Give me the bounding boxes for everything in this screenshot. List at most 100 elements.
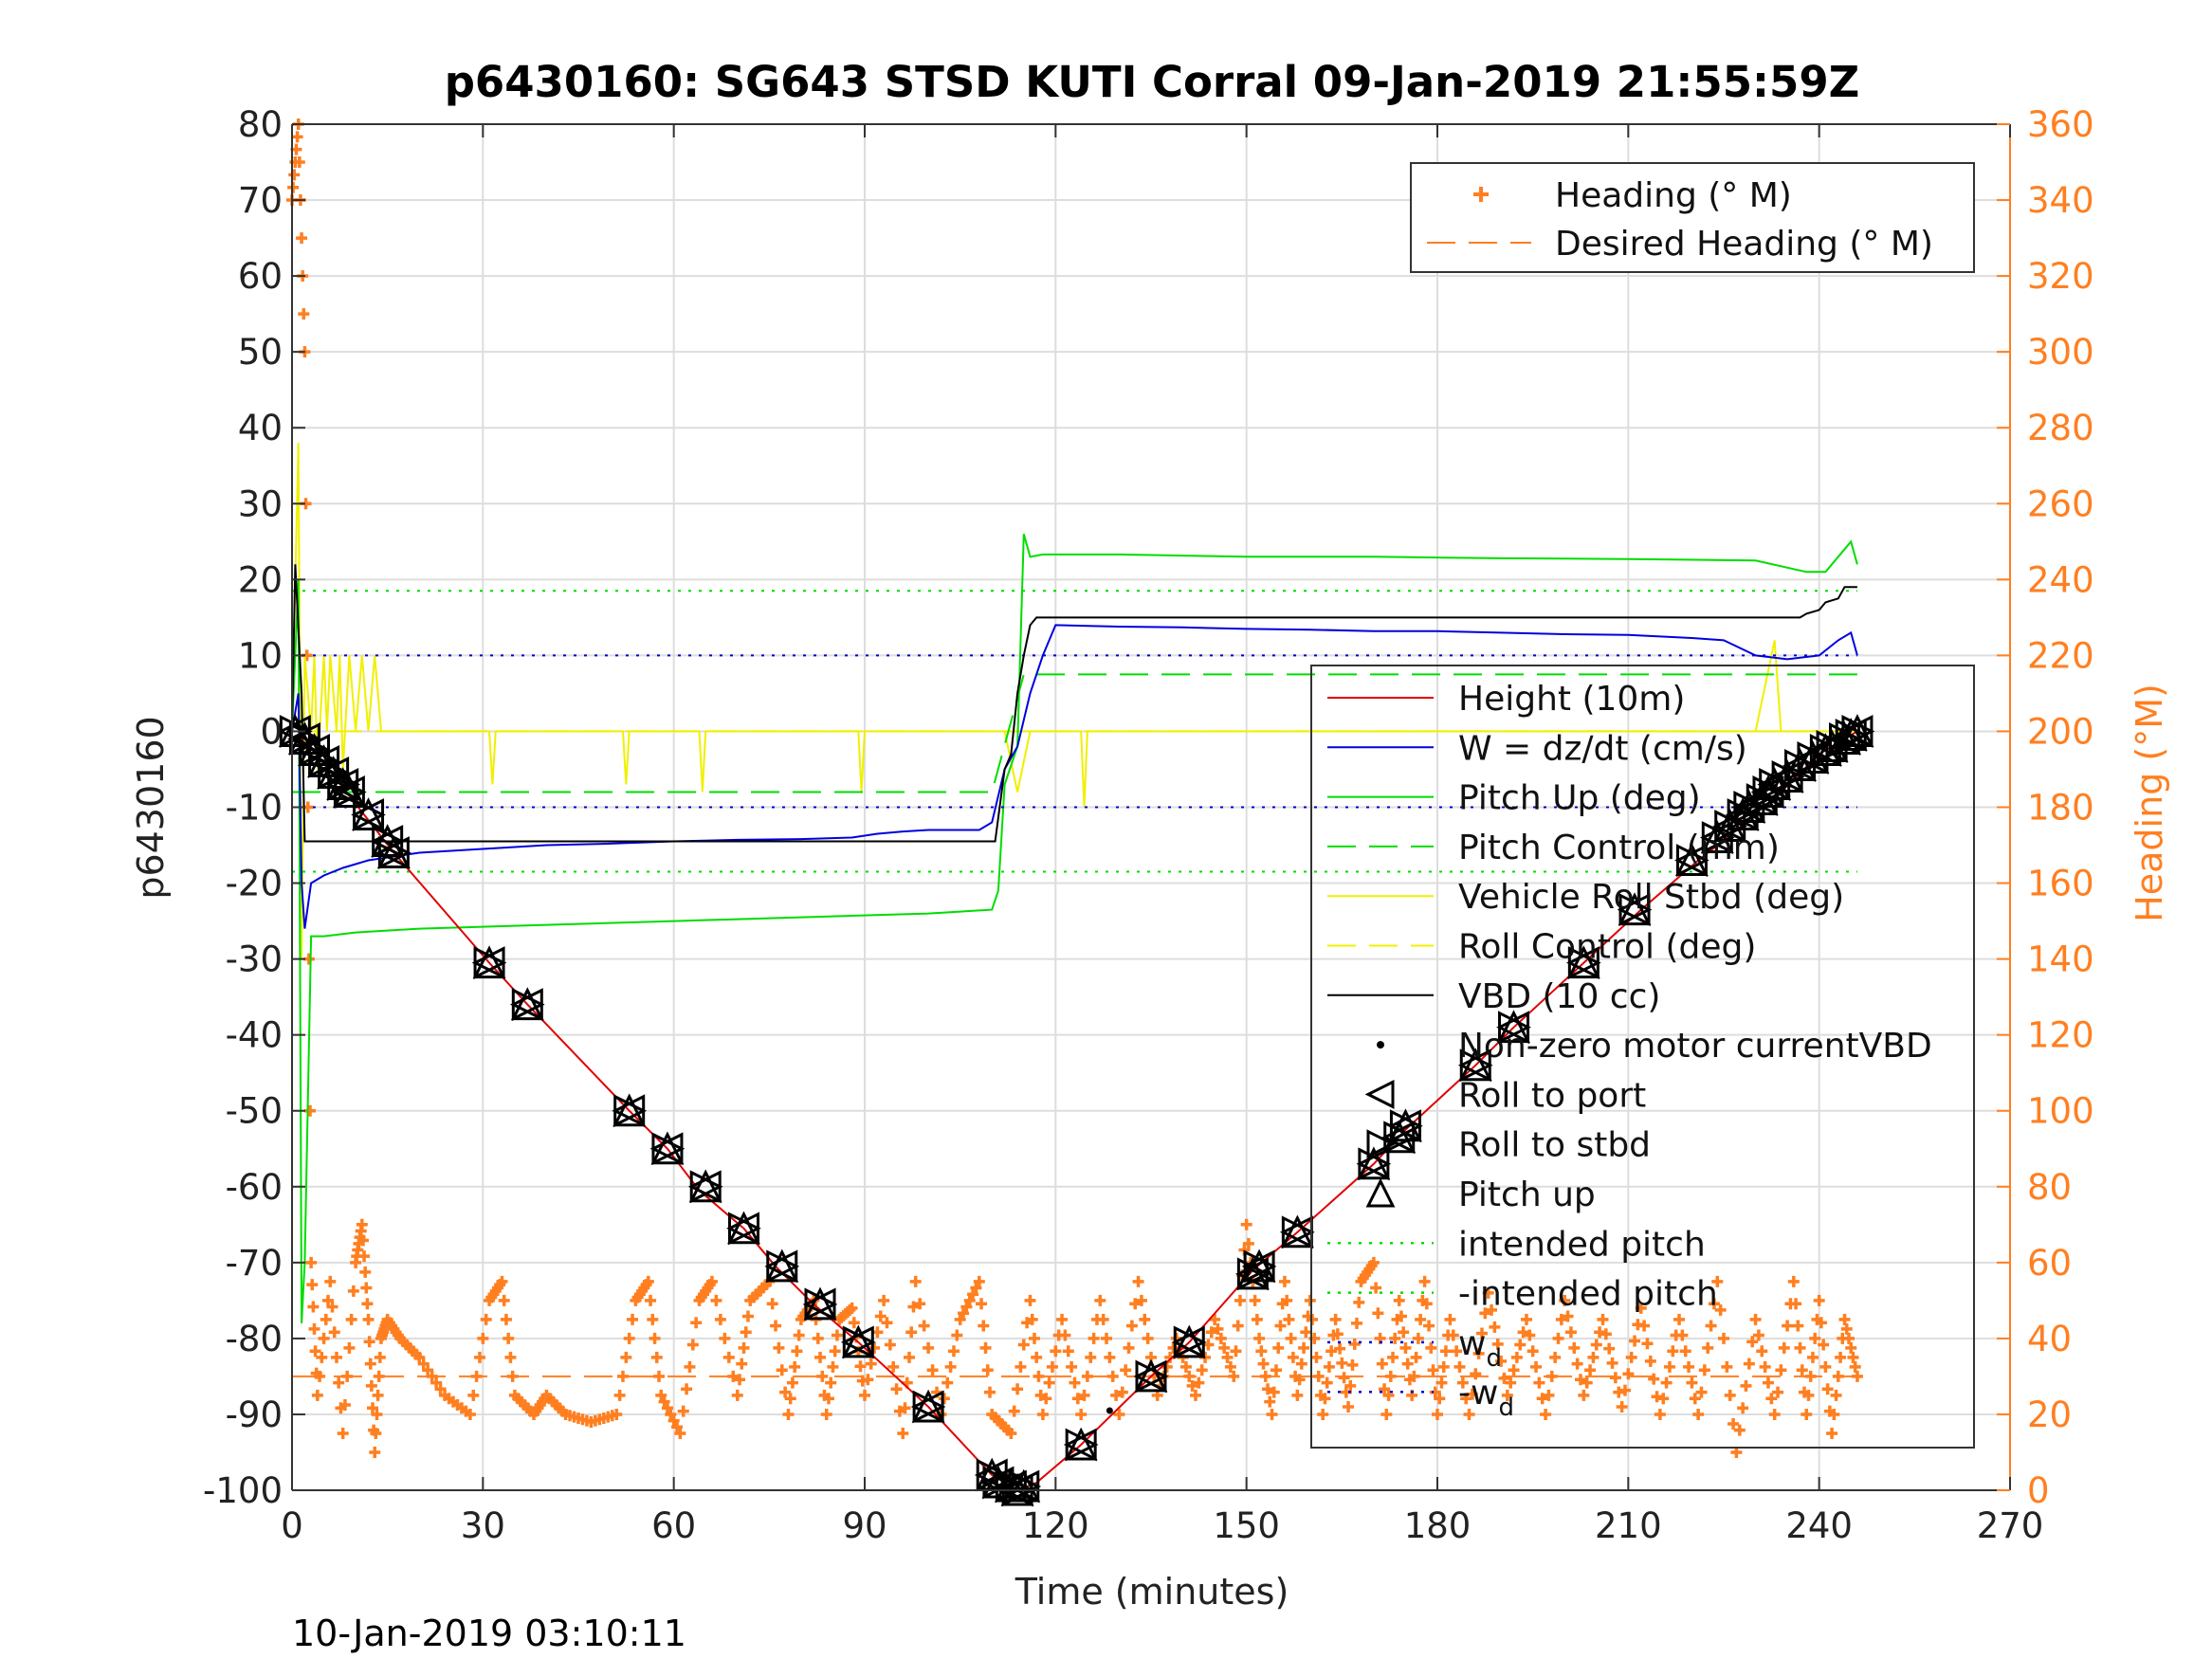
y-tick-label: 20 xyxy=(238,559,283,600)
heading-point xyxy=(308,1322,320,1335)
heading-point xyxy=(623,1332,635,1344)
heading-point xyxy=(714,1313,726,1325)
heading-point xyxy=(1353,1296,1365,1308)
heading-point xyxy=(1463,1408,1475,1420)
heading-point xyxy=(1050,1345,1062,1358)
heading-point xyxy=(1139,1313,1151,1325)
heading-point xyxy=(1209,1313,1221,1325)
heading-point xyxy=(1420,1298,1433,1310)
heading-point xyxy=(1135,1294,1147,1306)
heading-point xyxy=(371,1408,383,1420)
heading-point xyxy=(1253,1332,1266,1344)
heading-point xyxy=(1724,1389,1736,1401)
legend-swatch xyxy=(1377,1041,1384,1049)
y2-tick-label: 20 xyxy=(2027,1395,2072,1435)
heading-point xyxy=(1287,1351,1299,1363)
heading-point xyxy=(719,1332,731,1344)
heading-point xyxy=(958,1307,970,1320)
pitch-up-marker xyxy=(612,1093,647,1127)
heading-point xyxy=(337,1427,349,1439)
heading-point xyxy=(681,1383,693,1395)
heading-point xyxy=(786,1376,798,1389)
heading-point xyxy=(1801,1408,1813,1420)
heading-point xyxy=(661,1402,673,1414)
heading-point xyxy=(1657,1393,1670,1405)
roll-stbd-marker xyxy=(689,1170,723,1204)
x-tick-label: 0 xyxy=(281,1505,303,1546)
heading-point xyxy=(307,1301,320,1313)
heading-point xyxy=(1300,1326,1312,1339)
heading-point xyxy=(1559,1294,1571,1306)
heading-point xyxy=(690,1317,703,1329)
legend-main: Height (10m) W = dz/dt (cm/s) Pitch Up (de… xyxy=(1310,665,1975,1449)
heading-point xyxy=(1475,1327,1488,1340)
heading-point xyxy=(909,1275,922,1287)
heading-point xyxy=(1667,1345,1679,1358)
heading-point xyxy=(324,1275,337,1287)
heading-point xyxy=(318,1332,330,1344)
y2-tick-label: 160 xyxy=(2027,864,2094,904)
heading-point xyxy=(1453,1360,1466,1373)
roll-stbd-marker xyxy=(1243,1249,1277,1284)
heading-point xyxy=(1005,1427,1017,1439)
heading-point xyxy=(1543,1389,1555,1401)
heading-point xyxy=(1622,1368,1635,1380)
heading-point xyxy=(1616,1400,1628,1413)
roll-stbd-marker xyxy=(1841,715,1875,748)
y2-tick-label: 280 xyxy=(2027,408,2094,448)
heading-point xyxy=(1683,1360,1695,1373)
series-pitch-up-deg xyxy=(291,534,1858,1323)
heading-point xyxy=(649,1332,661,1344)
heading-point xyxy=(1498,1372,1510,1384)
heading-point xyxy=(296,232,308,245)
pitch-control-mm-line xyxy=(292,673,1857,793)
y-tick-label: 60 xyxy=(238,256,283,297)
y2-tick-label: 260 xyxy=(2027,483,2094,524)
pitch-up-marker xyxy=(1840,714,1874,747)
pitch-up-marker xyxy=(352,797,385,831)
heading-point xyxy=(1033,1370,1045,1382)
heading-point xyxy=(1756,1345,1768,1358)
y2-tick-label: 60 xyxy=(2027,1243,2072,1284)
heading-point xyxy=(1568,1341,1581,1354)
heading-point xyxy=(1285,1332,1297,1344)
roll-stbd-marker xyxy=(318,757,351,790)
heading-point xyxy=(1603,1342,1616,1355)
pitch-up-marker xyxy=(688,1169,722,1203)
heading-point xyxy=(779,1386,792,1398)
heading-point xyxy=(1508,1364,1520,1376)
heading-point xyxy=(938,1393,950,1405)
x-tick-label: 270 xyxy=(1977,1505,2044,1546)
heading-point xyxy=(1520,1313,1532,1325)
roll-stbd-marker xyxy=(1714,810,1748,843)
heading-point xyxy=(884,1339,896,1351)
heading-point xyxy=(722,1351,735,1363)
heading-point xyxy=(1343,1400,1355,1413)
heading-point xyxy=(1679,1345,1691,1358)
heading-point xyxy=(1186,1379,1198,1392)
heading-point xyxy=(1718,1332,1729,1344)
heading-point xyxy=(316,1351,328,1363)
heading-point xyxy=(960,1301,973,1313)
heading-point xyxy=(770,1320,782,1332)
heading-point xyxy=(1447,1329,1459,1341)
heading-point xyxy=(1815,1317,1827,1329)
heading-point xyxy=(1427,1364,1439,1376)
heading-point xyxy=(967,1288,979,1301)
heading-point xyxy=(1395,1310,1407,1322)
heading-point xyxy=(1813,1294,1825,1306)
pitch-up-marker xyxy=(1357,1146,1391,1180)
legend-main-label: Roll to stbd xyxy=(1458,1126,1651,1165)
heading-point xyxy=(1376,1358,1388,1370)
heading-point xyxy=(914,1298,926,1310)
heading-point xyxy=(887,1360,900,1373)
heading-point xyxy=(1821,1383,1834,1395)
pitch-up-marker xyxy=(803,1286,837,1321)
heading-point xyxy=(613,1389,626,1401)
heading-point xyxy=(963,1294,976,1306)
chart-title: p6430160: SG643 STSD KUTI Corral 09-Jan-… xyxy=(445,57,1860,107)
heading-point xyxy=(1505,1376,1517,1389)
y2-tick-label: 340 xyxy=(2027,180,2094,221)
heading-point xyxy=(874,1310,887,1322)
roll-stbd-marker xyxy=(1498,1011,1531,1045)
